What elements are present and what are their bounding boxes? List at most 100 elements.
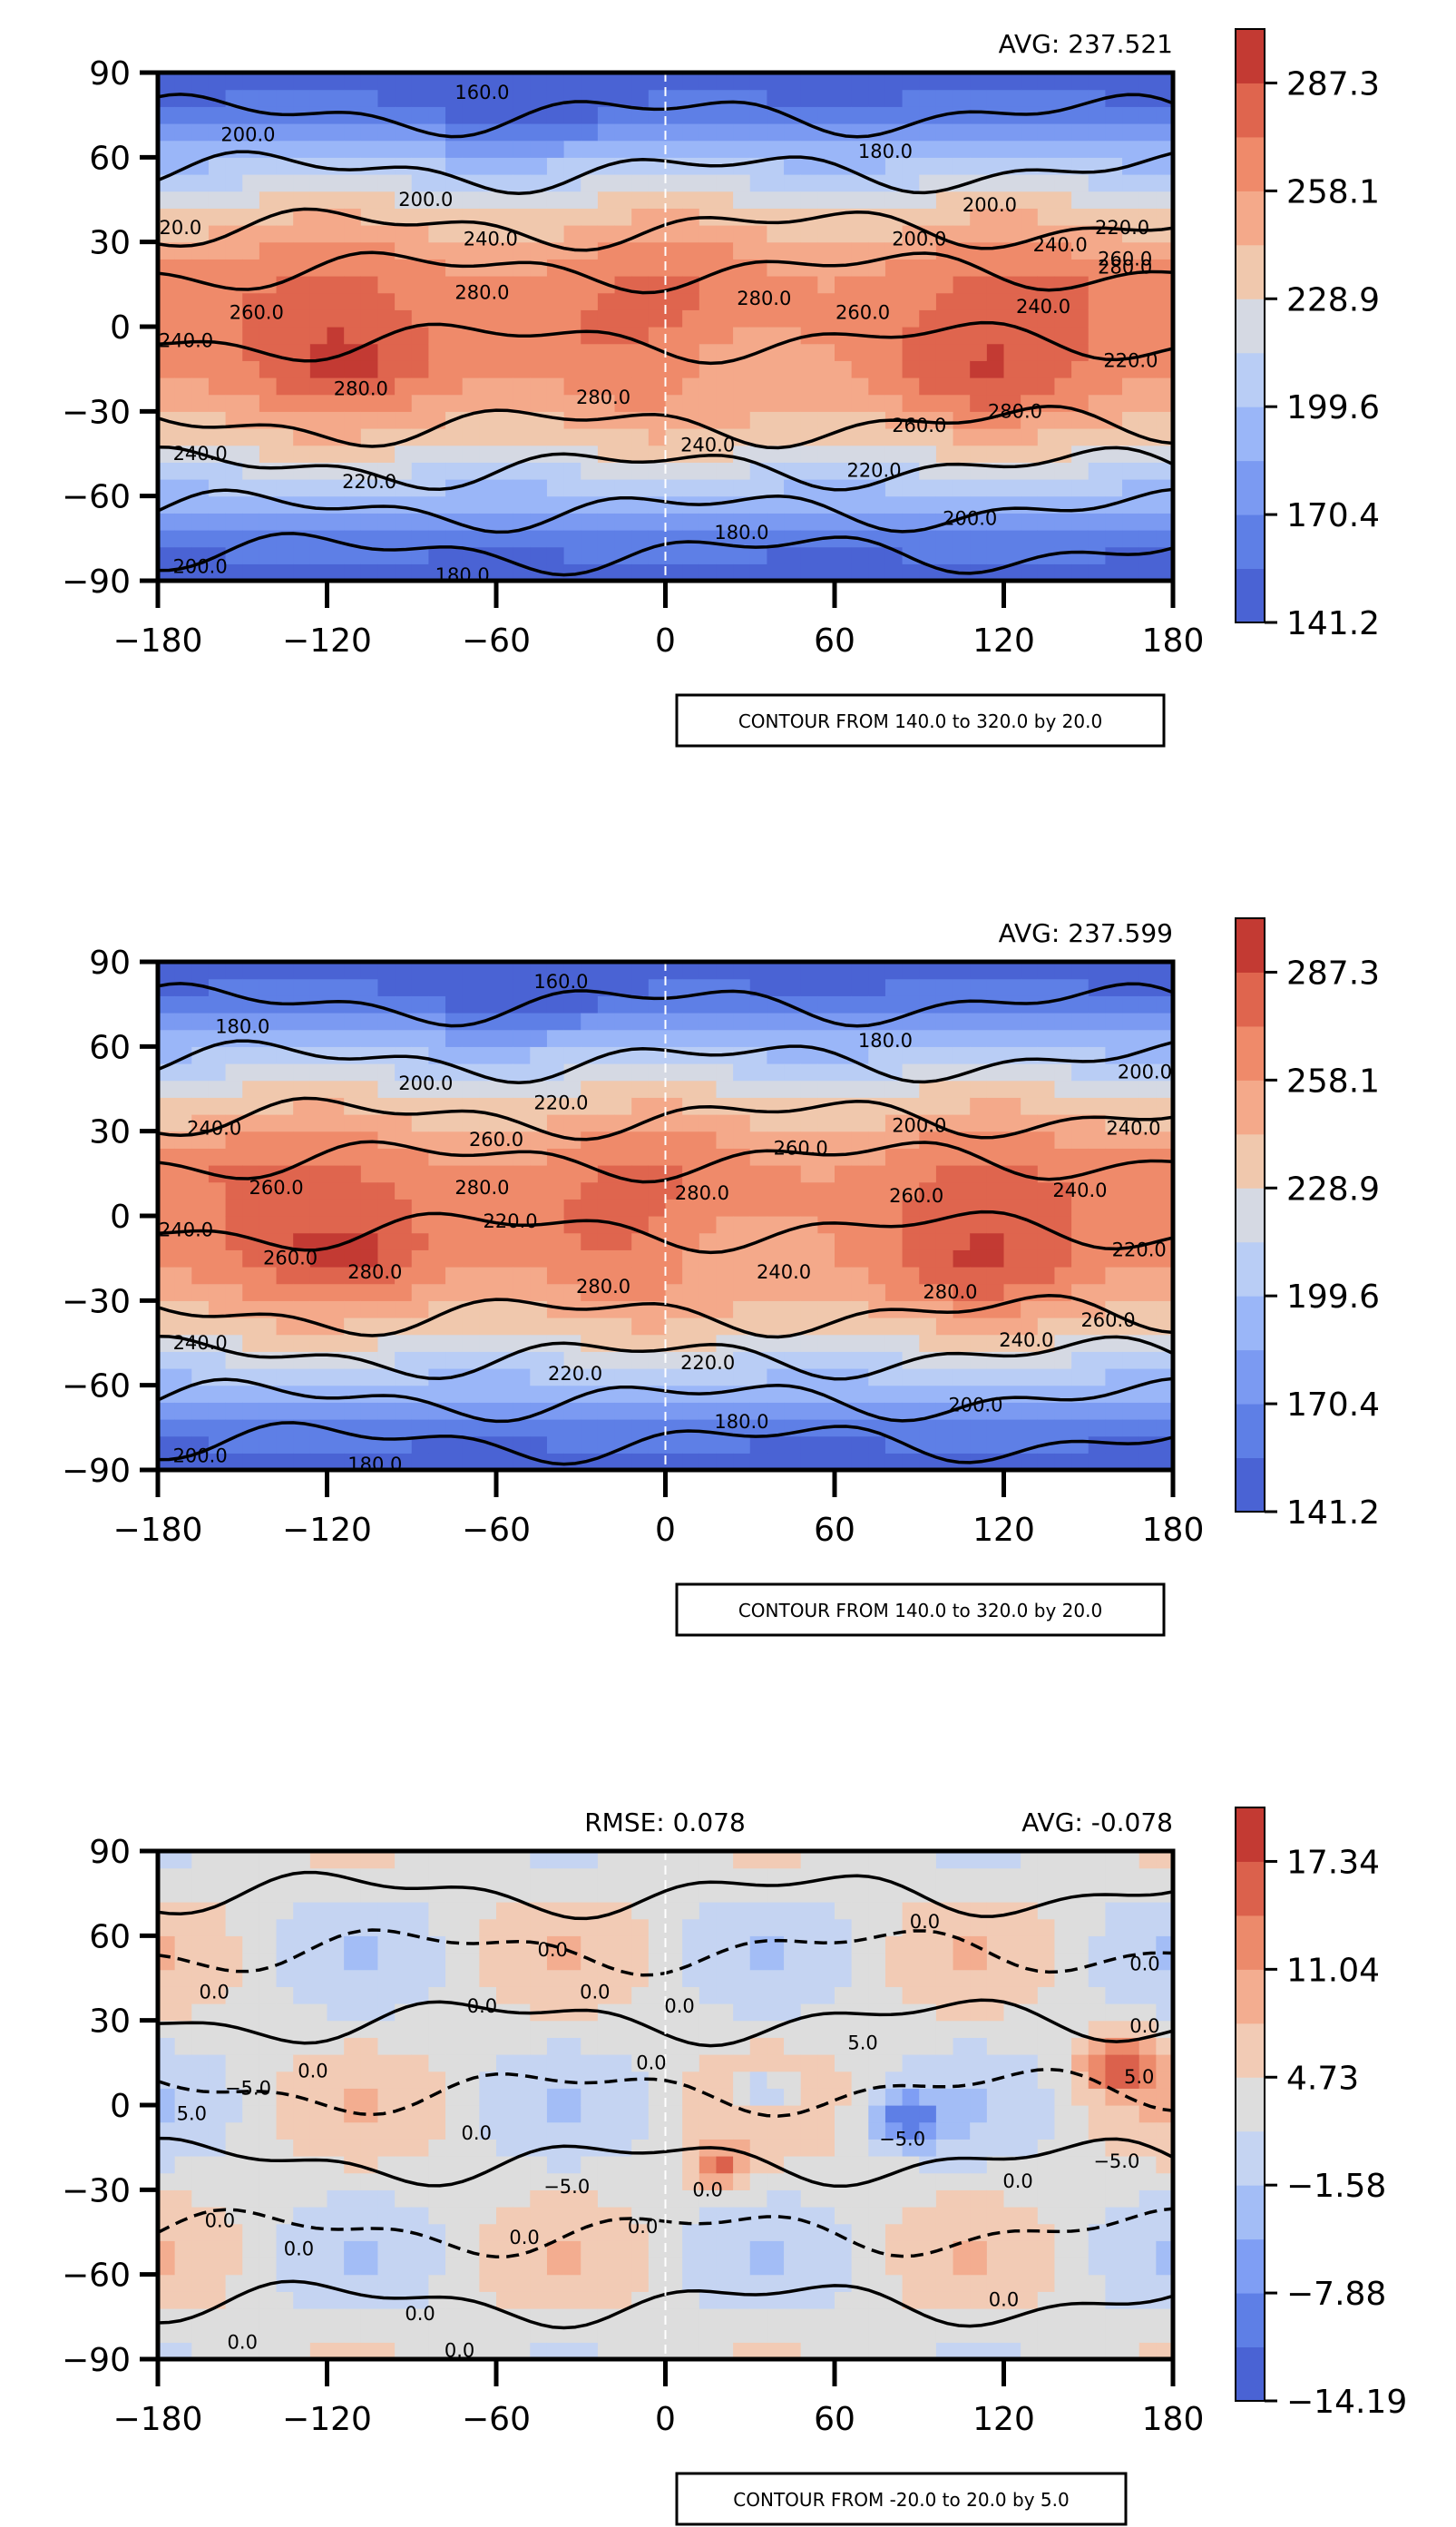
field-cell [1122, 513, 1140, 531]
field-cell [665, 1935, 683, 1954]
x-tick-label: 0 [655, 1512, 676, 1549]
field-cell [174, 1885, 192, 1903]
field-cell [563, 2291, 581, 2309]
field-cell [851, 995, 869, 1014]
field-cell [530, 89, 548, 107]
field-cell [884, 1402, 904, 1420]
field-cell [884, 563, 904, 581]
field-cell [276, 1013, 294, 1031]
field-cell [800, 73, 818, 91]
contour-label: 240.0 [159, 330, 213, 352]
field-cell [699, 343, 718, 361]
field-cell [986, 978, 1005, 996]
field-cell [411, 2240, 429, 2258]
field-cell [868, 1267, 886, 1285]
field-cell [767, 2105, 785, 2123]
field-cell [784, 1046, 802, 1064]
field-cell [225, 445, 243, 463]
field-cell [344, 1368, 362, 1386]
field-cell [1021, 1453, 1039, 1470]
field-cell [479, 445, 497, 463]
field-cell [851, 292, 869, 310]
field-cell [767, 174, 785, 192]
field-cell [581, 2240, 599, 2258]
field-cell [344, 1013, 362, 1031]
y-tick-label: 30 [89, 225, 131, 262]
field-cell [682, 292, 700, 310]
field-cell [546, 1851, 565, 1869]
field-cell [395, 1351, 413, 1369]
field-cell [479, 530, 497, 548]
field-cell [699, 1148, 718, 1166]
field-cell [276, 2240, 294, 2258]
field-cell [935, 495, 954, 514]
field-cell [597, 479, 616, 497]
field-cell [445, 1918, 464, 1936]
field-cell [309, 276, 328, 294]
field-cell [884, 1249, 904, 1268]
field-cell [581, 1080, 599, 1098]
field-cell [293, 1935, 311, 1954]
field-cell [377, 1249, 396, 1268]
field-cell [377, 1402, 396, 1420]
field-cell [1138, 360, 1157, 378]
field-cell [1088, 394, 1106, 412]
field-cell [327, 241, 345, 260]
contour-label: 180.0 [858, 141, 913, 162]
field-cell [953, 394, 971, 412]
field-cell [665, 1969, 683, 1987]
field-cell [158, 106, 176, 124]
field-cell [445, 2189, 464, 2208]
field-cell [225, 2308, 243, 2326]
field-cell [597, 1249, 616, 1268]
field-cell [919, 1181, 937, 1200]
field-cell [1156, 360, 1173, 378]
field-cell [749, 2240, 767, 2258]
field-cell [614, 2223, 632, 2241]
field-cell [428, 140, 446, 158]
field-cell [986, 1046, 1005, 1064]
field-cell [309, 327, 328, 345]
colorbar-tick-label: 287.3 [1286, 955, 1380, 992]
field-cell [935, 1249, 954, 1268]
field-cell [377, 2071, 396, 2089]
field-cell [530, 241, 548, 260]
field-cell [682, 962, 700, 980]
field-cell [868, 1148, 886, 1166]
field-cell [479, 995, 497, 1014]
colorbar-segment [1236, 83, 1265, 138]
field-cell [225, 2037, 243, 2055]
field-cell [835, 1232, 853, 1250]
field-cell [1138, 1216, 1157, 1234]
field-cell [902, 140, 920, 158]
field-cell [986, 1368, 1005, 1386]
field-cell [395, 2139, 413, 2157]
field-cell [767, 1267, 785, 1285]
field-cell [614, 513, 632, 531]
field-cell [784, 2274, 802, 2292]
field-cell [428, 343, 446, 361]
field-cell [902, 1267, 920, 1285]
field-cell [360, 2054, 379, 2072]
field-cell [225, 428, 243, 446]
field-cell [462, 1918, 480, 1936]
field-cell [648, 2172, 667, 2190]
field-cell [665, 1986, 683, 2004]
field-cell [614, 360, 632, 378]
field-cell [631, 1046, 650, 1064]
field-cell [174, 1216, 192, 1234]
field-cell [1156, 530, 1173, 548]
field-cell [767, 513, 785, 531]
field-cell [1138, 1199, 1157, 1217]
field-cell [327, 445, 345, 463]
field-cell [360, 445, 379, 463]
field-cell [513, 1334, 531, 1352]
field-cell [699, 73, 718, 91]
field-cell [631, 191, 650, 209]
field-cell [225, 394, 243, 412]
field-cell [563, 1029, 581, 1047]
field-cell [749, 495, 767, 514]
field-cell [225, 1918, 243, 1936]
field-cell [699, 1232, 718, 1250]
field-cell [344, 1385, 362, 1403]
